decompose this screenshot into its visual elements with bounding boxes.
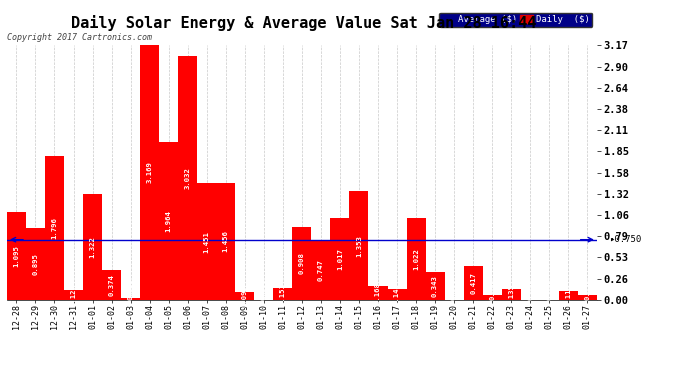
Bar bbox=[273, 288, 293, 300]
Bar bbox=[578, 296, 597, 300]
Bar bbox=[64, 290, 83, 300]
Text: 0.023: 0.023 bbox=[128, 278, 134, 300]
Text: 1.796: 1.796 bbox=[52, 217, 57, 239]
Bar bbox=[102, 270, 121, 300]
Bar bbox=[406, 218, 426, 300]
Text: 0.116: 0.116 bbox=[565, 284, 571, 306]
Bar bbox=[235, 292, 255, 300]
Bar bbox=[349, 191, 368, 300]
Bar bbox=[426, 272, 444, 300]
Text: 0.168: 0.168 bbox=[375, 282, 381, 304]
Text: 1.095: 1.095 bbox=[13, 245, 19, 267]
Bar bbox=[26, 228, 45, 300]
Text: 0.000: 0.000 bbox=[451, 278, 457, 300]
Text: 0.058: 0.058 bbox=[584, 278, 591, 300]
Text: 1.451: 1.451 bbox=[204, 231, 210, 253]
Text: 1.456: 1.456 bbox=[223, 231, 229, 252]
Text: 0.068: 0.068 bbox=[489, 278, 495, 300]
Text: 1.022: 1.022 bbox=[413, 248, 419, 270]
Text: 0.095: 0.095 bbox=[241, 285, 248, 307]
Text: Daily Solar Energy & Average Value Sat Jan 28 16:44: Daily Solar Energy & Average Value Sat J… bbox=[71, 15, 536, 31]
Bar bbox=[7, 212, 26, 300]
Text: 0.127: 0.127 bbox=[70, 284, 77, 306]
Bar bbox=[197, 183, 216, 300]
Bar bbox=[388, 289, 406, 300]
Text: 0.343: 0.343 bbox=[432, 275, 438, 297]
Bar bbox=[293, 227, 311, 300]
Text: 0.000: 0.000 bbox=[527, 278, 533, 300]
Bar bbox=[559, 291, 578, 300]
Bar bbox=[464, 267, 483, 300]
Text: 3.169: 3.169 bbox=[147, 162, 152, 183]
Text: 3.032: 3.032 bbox=[185, 167, 190, 189]
Text: 1.964: 1.964 bbox=[166, 210, 172, 232]
Bar bbox=[178, 56, 197, 300]
Legend: Average ($), Daily  ($): Average ($), Daily ($) bbox=[439, 12, 592, 27]
Bar bbox=[140, 45, 159, 300]
Text: 0.000: 0.000 bbox=[261, 278, 267, 300]
Bar bbox=[121, 298, 140, 300]
Bar bbox=[483, 294, 502, 300]
Text: 0.417: 0.417 bbox=[470, 272, 476, 294]
Bar bbox=[159, 142, 178, 300]
Text: 0.000: 0.000 bbox=[546, 278, 552, 300]
Text: 0.374: 0.374 bbox=[108, 274, 115, 296]
Text: 0.908: 0.908 bbox=[299, 252, 305, 274]
Text: 1.017: 1.017 bbox=[337, 248, 343, 270]
Bar bbox=[45, 156, 64, 300]
Text: 0.895: 0.895 bbox=[32, 253, 39, 275]
Text: 1.353: 1.353 bbox=[356, 235, 362, 256]
Bar bbox=[311, 240, 331, 300]
Text: 0.142: 0.142 bbox=[394, 284, 400, 305]
Text: 1.322: 1.322 bbox=[90, 236, 95, 258]
Bar bbox=[502, 289, 521, 300]
Bar bbox=[216, 183, 235, 300]
Bar bbox=[83, 194, 102, 300]
Text: Copyright 2017 Cartronics.com: Copyright 2017 Cartronics.com bbox=[8, 33, 152, 42]
Bar bbox=[368, 286, 388, 300]
Text: 0.151: 0.151 bbox=[280, 283, 286, 305]
Bar bbox=[331, 218, 349, 300]
Text: 0.135: 0.135 bbox=[509, 284, 514, 306]
Text: 0.747: 0.747 bbox=[318, 259, 324, 281]
Text: ▸0.750: ▸0.750 bbox=[609, 235, 641, 244]
